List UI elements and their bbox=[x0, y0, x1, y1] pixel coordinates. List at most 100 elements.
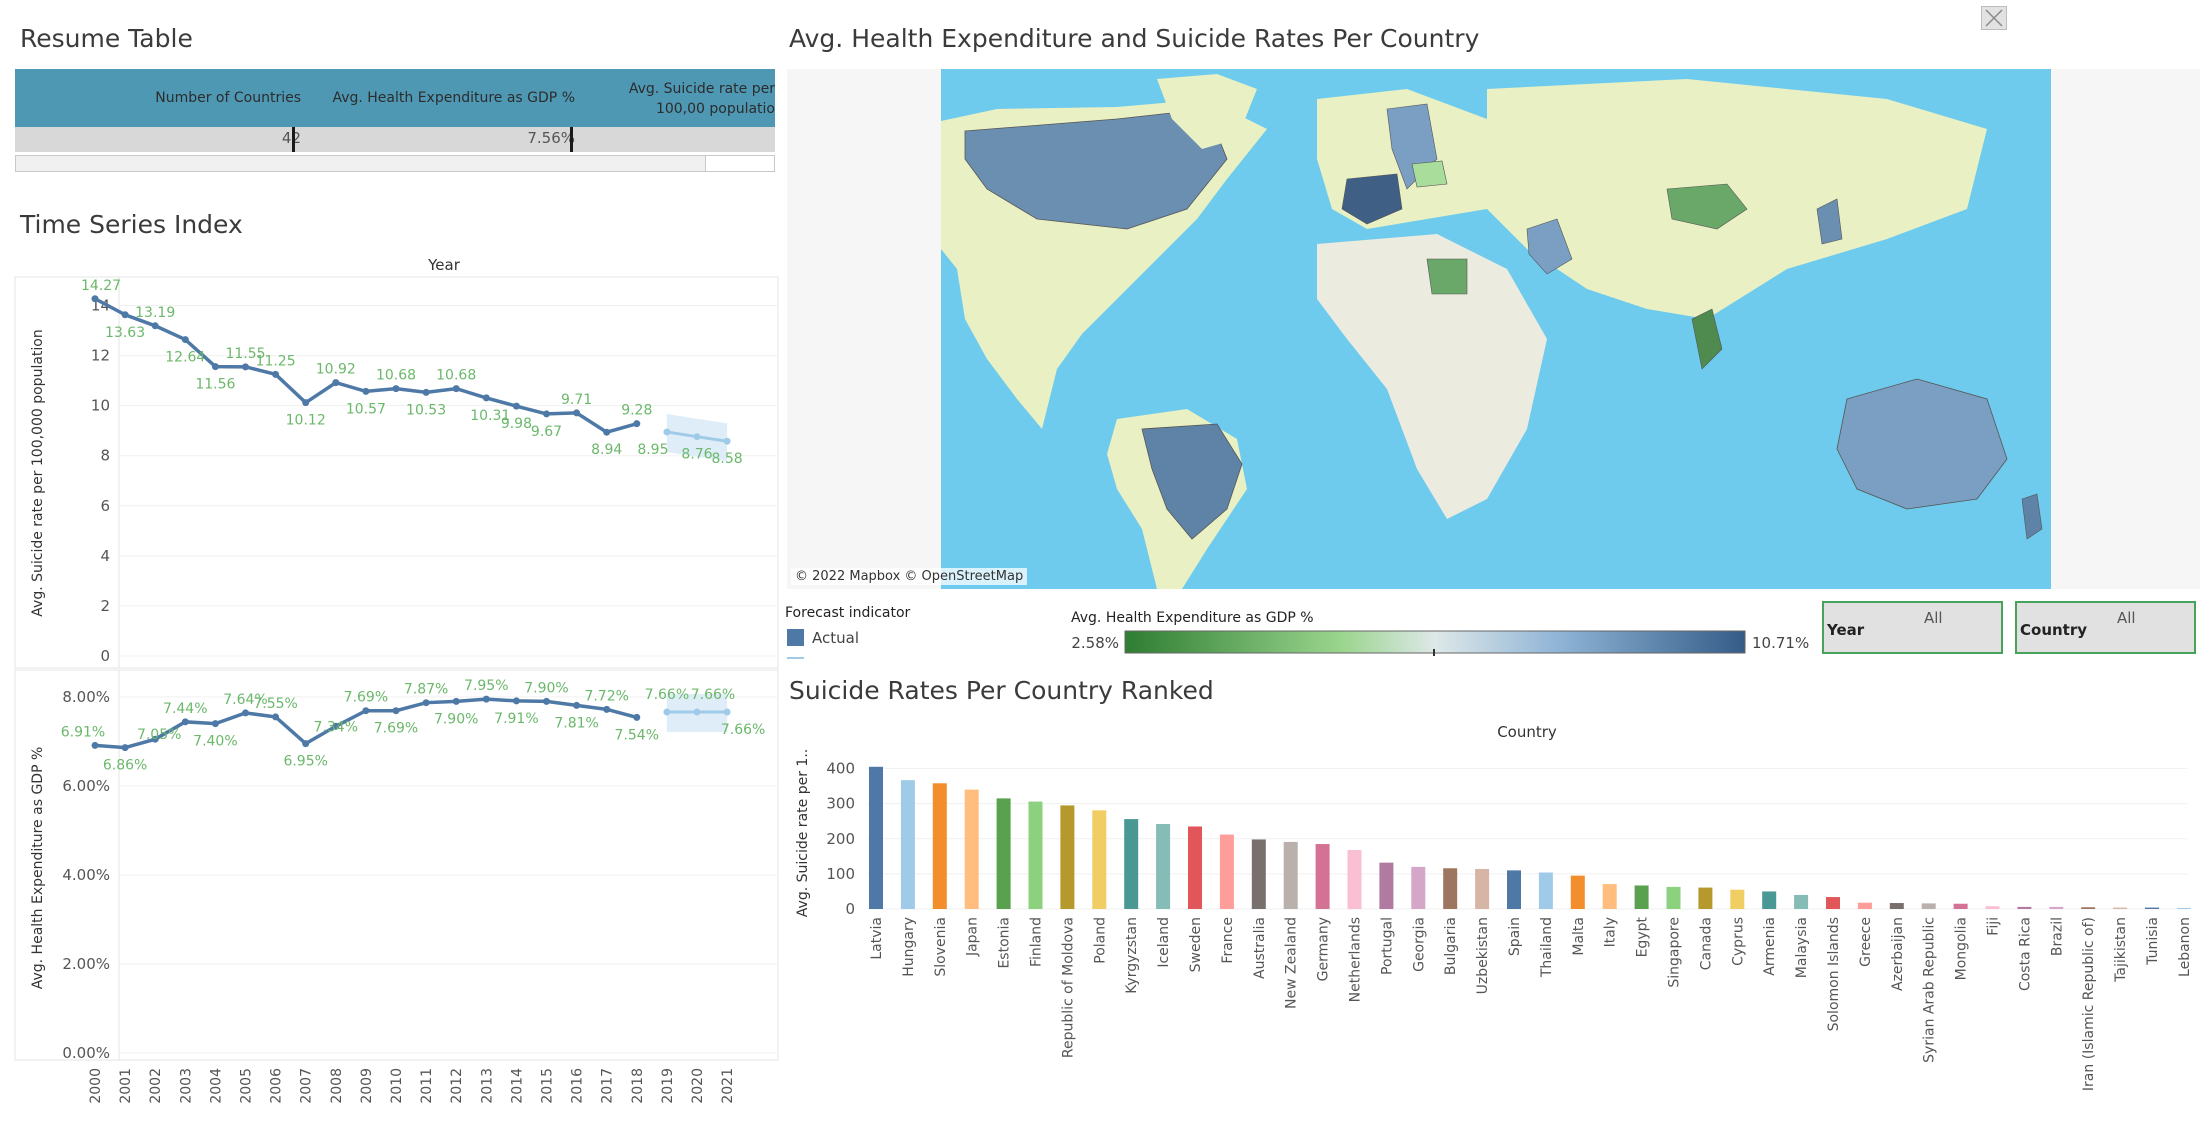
bar[interactable] bbox=[2176, 907, 2191, 909]
bar[interactable] bbox=[1443, 868, 1458, 909]
data-point[interactable] bbox=[392, 385, 400, 393]
bar[interactable] bbox=[1762, 891, 1777, 909]
bar[interactable] bbox=[1889, 903, 1904, 909]
data-point[interactable] bbox=[211, 720, 219, 728]
data-point[interactable] bbox=[332, 379, 340, 387]
bar[interactable] bbox=[964, 789, 979, 909]
data-point[interactable] bbox=[452, 697, 460, 705]
data-point[interactable] bbox=[362, 707, 370, 715]
data-point[interactable] bbox=[512, 697, 520, 705]
germany-france[interactable] bbox=[1341, 173, 1403, 225]
bar[interactable] bbox=[1156, 824, 1171, 909]
data-point[interactable] bbox=[543, 697, 550, 705]
world-map[interactable]: © 2022 Mapbox © OpenStreetMap bbox=[787, 69, 2200, 589]
baltics[interactable] bbox=[1411, 160, 1448, 188]
data-point[interactable] bbox=[663, 428, 671, 436]
data-point[interactable] bbox=[181, 718, 189, 726]
bar[interactable] bbox=[1857, 902, 1872, 909]
data-point[interactable] bbox=[693, 708, 701, 716]
bar[interactable] bbox=[996, 798, 1011, 909]
bar[interactable] bbox=[932, 783, 947, 909]
bar[interactable] bbox=[1347, 850, 1362, 909]
year-filter-value[interactable]: All bbox=[1924, 609, 1943, 627]
mongolia[interactable] bbox=[1666, 183, 1748, 230]
data-point[interactable] bbox=[603, 428, 611, 436]
bar[interactable] bbox=[1379, 862, 1394, 909]
bar[interactable] bbox=[1602, 884, 1617, 909]
data-point[interactable] bbox=[302, 399, 310, 407]
bar[interactable] bbox=[1985, 906, 2000, 909]
bar[interactable] bbox=[1475, 868, 1490, 909]
bar[interactable] bbox=[869, 766, 883, 909]
brazil[interactable] bbox=[1141, 423, 1243, 540]
bar[interactable] bbox=[1411, 866, 1426, 909]
japan[interactable] bbox=[1816, 198, 1843, 245]
data-point[interactable] bbox=[633, 420, 641, 428]
iran[interactable] bbox=[1526, 218, 1573, 275]
australia[interactable] bbox=[1836, 378, 2008, 510]
thailand[interactable] bbox=[1691, 308, 1723, 370]
country-filter-value[interactable]: All bbox=[2117, 609, 2136, 627]
data-point[interactable] bbox=[362, 387, 370, 395]
data-point[interactable] bbox=[482, 394, 490, 402]
data-point[interactable] bbox=[512, 402, 520, 410]
data-point[interactable] bbox=[422, 699, 430, 707]
data-point[interactable] bbox=[151, 322, 159, 330]
bar[interactable] bbox=[1538, 872, 1553, 909]
bar[interactable] bbox=[1666, 886, 1681, 909]
bar[interactable] bbox=[2049, 906, 2064, 909]
bar[interactable] bbox=[1507, 870, 1521, 909]
data-point[interactable] bbox=[121, 311, 129, 319]
bar[interactable] bbox=[1698, 887, 1713, 909]
data-point[interactable] bbox=[422, 388, 430, 396]
data-point[interactable] bbox=[272, 370, 280, 378]
data-point[interactable] bbox=[663, 708, 671, 716]
bar[interactable] bbox=[1219, 834, 1234, 909]
bar[interactable] bbox=[1794, 894, 1809, 909]
bar[interactable] bbox=[1570, 875, 1585, 909]
data-point[interactable] bbox=[573, 409, 581, 417]
bar[interactable] bbox=[1730, 889, 1745, 909]
data-point[interactable] bbox=[272, 713, 280, 721]
bar[interactable] bbox=[1634, 885, 1649, 909]
actual-legend-label[interactable]: Actual bbox=[812, 629, 859, 647]
bar[interactable] bbox=[2145, 907, 2159, 909]
data-point[interactable] bbox=[723, 437, 731, 445]
data-point[interactable] bbox=[91, 741, 99, 749]
data-point[interactable] bbox=[723, 708, 731, 716]
close-button[interactable] bbox=[1981, 6, 2007, 30]
data-point[interactable] bbox=[603, 705, 611, 713]
data-point[interactable] bbox=[392, 707, 400, 715]
data-point[interactable] bbox=[91, 295, 99, 303]
data-point[interactable] bbox=[151, 735, 159, 743]
bar[interactable] bbox=[1826, 897, 1840, 909]
map-attribution[interactable]: © 2022 Mapbox © OpenStreetMap bbox=[791, 568, 1028, 585]
bar[interactable] bbox=[1028, 801, 1043, 909]
bar[interactable] bbox=[1953, 903, 1968, 909]
bar[interactable] bbox=[1188, 826, 1202, 909]
data-point[interactable] bbox=[181, 336, 189, 344]
bar[interactable] bbox=[1060, 805, 1075, 909]
data-point[interactable] bbox=[452, 385, 460, 393]
bar[interactable] bbox=[1251, 839, 1266, 909]
data-point[interactable] bbox=[242, 709, 249, 717]
bar[interactable] bbox=[2081, 907, 2096, 909]
scrollbar-thumb[interactable] bbox=[705, 156, 774, 171]
year-filter[interactable]: Year All bbox=[1822, 601, 2003, 654]
data-point[interactable] bbox=[332, 722, 340, 730]
data-point[interactable] bbox=[211, 363, 219, 371]
data-point[interactable] bbox=[482, 695, 490, 703]
new-zealand[interactable] bbox=[2021, 493, 2043, 540]
data-point[interactable] bbox=[121, 744, 129, 752]
data-point[interactable] bbox=[573, 701, 581, 709]
canada[interactable] bbox=[964, 108, 1228, 230]
bar[interactable] bbox=[2017, 906, 2032, 909]
egypt[interactable] bbox=[1426, 258, 1468, 295]
country-filter[interactable]: Country All bbox=[2015, 601, 2196, 654]
data-point[interactable] bbox=[543, 410, 550, 418]
data-point[interactable] bbox=[242, 363, 249, 371]
map-canvas[interactable] bbox=[787, 69, 2200, 589]
bar[interactable] bbox=[900, 780, 915, 909]
bar[interactable] bbox=[1283, 841, 1298, 909]
bar[interactable] bbox=[1921, 903, 1936, 909]
